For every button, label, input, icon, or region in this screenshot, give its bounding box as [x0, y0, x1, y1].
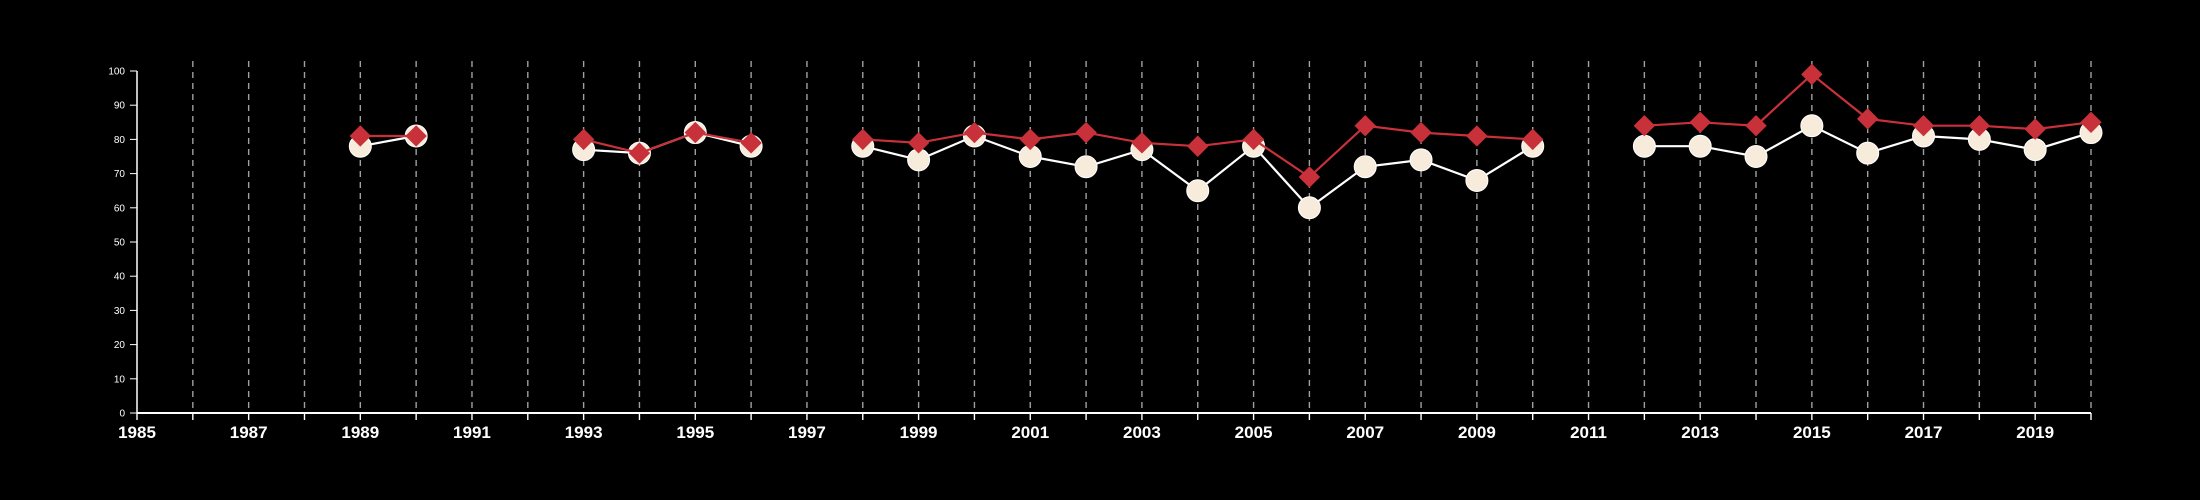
data-point-diamond — [684, 121, 706, 144]
data-point-circle — [2023, 138, 2047, 162]
y-tick-label: 70 — [114, 169, 126, 180]
data-point-diamond — [1912, 115, 1935, 137]
x-tick-label: 2013 — [1681, 423, 1719, 442]
y-tick-label: 100 — [108, 67, 125, 78]
data-point-circle — [1297, 196, 1321, 220]
data-point-diamond — [1633, 115, 1656, 137]
data-point-circle — [1186, 179, 1210, 203]
x-tick-label: 2005 — [1235, 423, 1273, 442]
x-tick-label: 1989 — [341, 423, 379, 442]
y-tick-label: 20 — [114, 340, 126, 351]
data-point-diamond — [907, 132, 930, 154]
data-point-diamond — [1801, 63, 1823, 86]
data-point-diamond — [1466, 125, 1488, 147]
x-tick-label: 1993 — [565, 423, 603, 442]
data-point-circle — [1744, 145, 1768, 168]
x-tick-label: 1987 — [230, 423, 268, 442]
data-point-diamond — [572, 128, 595, 151]
data-point-diamond — [1689, 111, 1711, 134]
y-tick-label: 30 — [114, 306, 126, 317]
data-point-diamond — [1075, 121, 1097, 144]
data-point-diamond — [1131, 132, 1153, 154]
data-point-diamond — [1242, 128, 1265, 151]
x-tick-label: 2007 — [1346, 423, 1384, 442]
x-tick-label: 1991 — [453, 423, 491, 442]
data-point-circle — [1353, 155, 1377, 179]
x-tick-label: 2015 — [1793, 423, 1831, 442]
x-tick-label: 2011 — [1570, 423, 1607, 442]
x-tick-label: 1997 — [788, 423, 826, 442]
series-white — [348, 114, 2103, 220]
series-line — [583, 131, 752, 155]
grid — [192, 61, 2092, 413]
x-tick-label: 2019 — [2016, 423, 2054, 442]
data-point-diamond — [2024, 118, 2046, 140]
x-tick-label: 2017 — [1905, 423, 1943, 442]
data-point-diamond — [1410, 121, 1432, 144]
y-tick-label: 80 — [114, 135, 126, 146]
x-tick-label: 1995 — [676, 423, 714, 442]
x-tick-label: 2009 — [1458, 423, 1496, 442]
data-point-diamond — [2080, 111, 2102, 134]
data-point-diamond — [1298, 166, 1321, 188]
data-point-circle — [1632, 134, 1656, 158]
data-point-diamond — [852, 128, 874, 151]
data-point-diamond — [1856, 108, 1879, 130]
y-tick-label: 40 — [114, 272, 126, 283]
data-point-circle — [1800, 114, 1824, 138]
data-point-diamond — [628, 142, 651, 164]
data-point-diamond — [1187, 135, 1209, 157]
x-tick-label: 1999 — [900, 423, 938, 442]
y-tick-label: 0 — [119, 409, 125, 420]
data-point-diamond — [1354, 115, 1376, 137]
y-tick-label: 10 — [114, 374, 126, 385]
data-point-circle — [1409, 148, 1433, 172]
series-red — [349, 63, 2102, 188]
x-tick-label: 2003 — [1123, 423, 1161, 442]
data-point-diamond — [349, 125, 372, 147]
data-point-diamond — [405, 125, 427, 147]
data-point-diamond — [1968, 115, 1991, 137]
data-point-diamond — [740, 132, 762, 154]
series-layer — [348, 63, 2103, 220]
data-point-diamond — [1522, 128, 1544, 151]
data-point-diamond — [963, 121, 986, 144]
data-point-circle — [1688, 134, 1712, 158]
y-tick-label: 50 — [114, 238, 126, 249]
data-point-circle — [1465, 168, 1489, 192]
y-tick-label: 90 — [114, 101, 126, 112]
x-tick-label: 1985 — [118, 423, 156, 442]
data-point-circle — [1074, 155, 1098, 179]
axes: 0 10 20 30 40 50 60 70 80 90 100 1985 1987 1989 1991 19… — [108, 67, 2092, 442]
data-point-circle — [1856, 141, 1880, 165]
x-tick-label: 2001 — [1011, 423, 1049, 442]
data-point-diamond — [1019, 128, 1041, 151]
y-tick-label: 60 — [114, 203, 126, 214]
data-point-diamond — [1745, 115, 1767, 137]
